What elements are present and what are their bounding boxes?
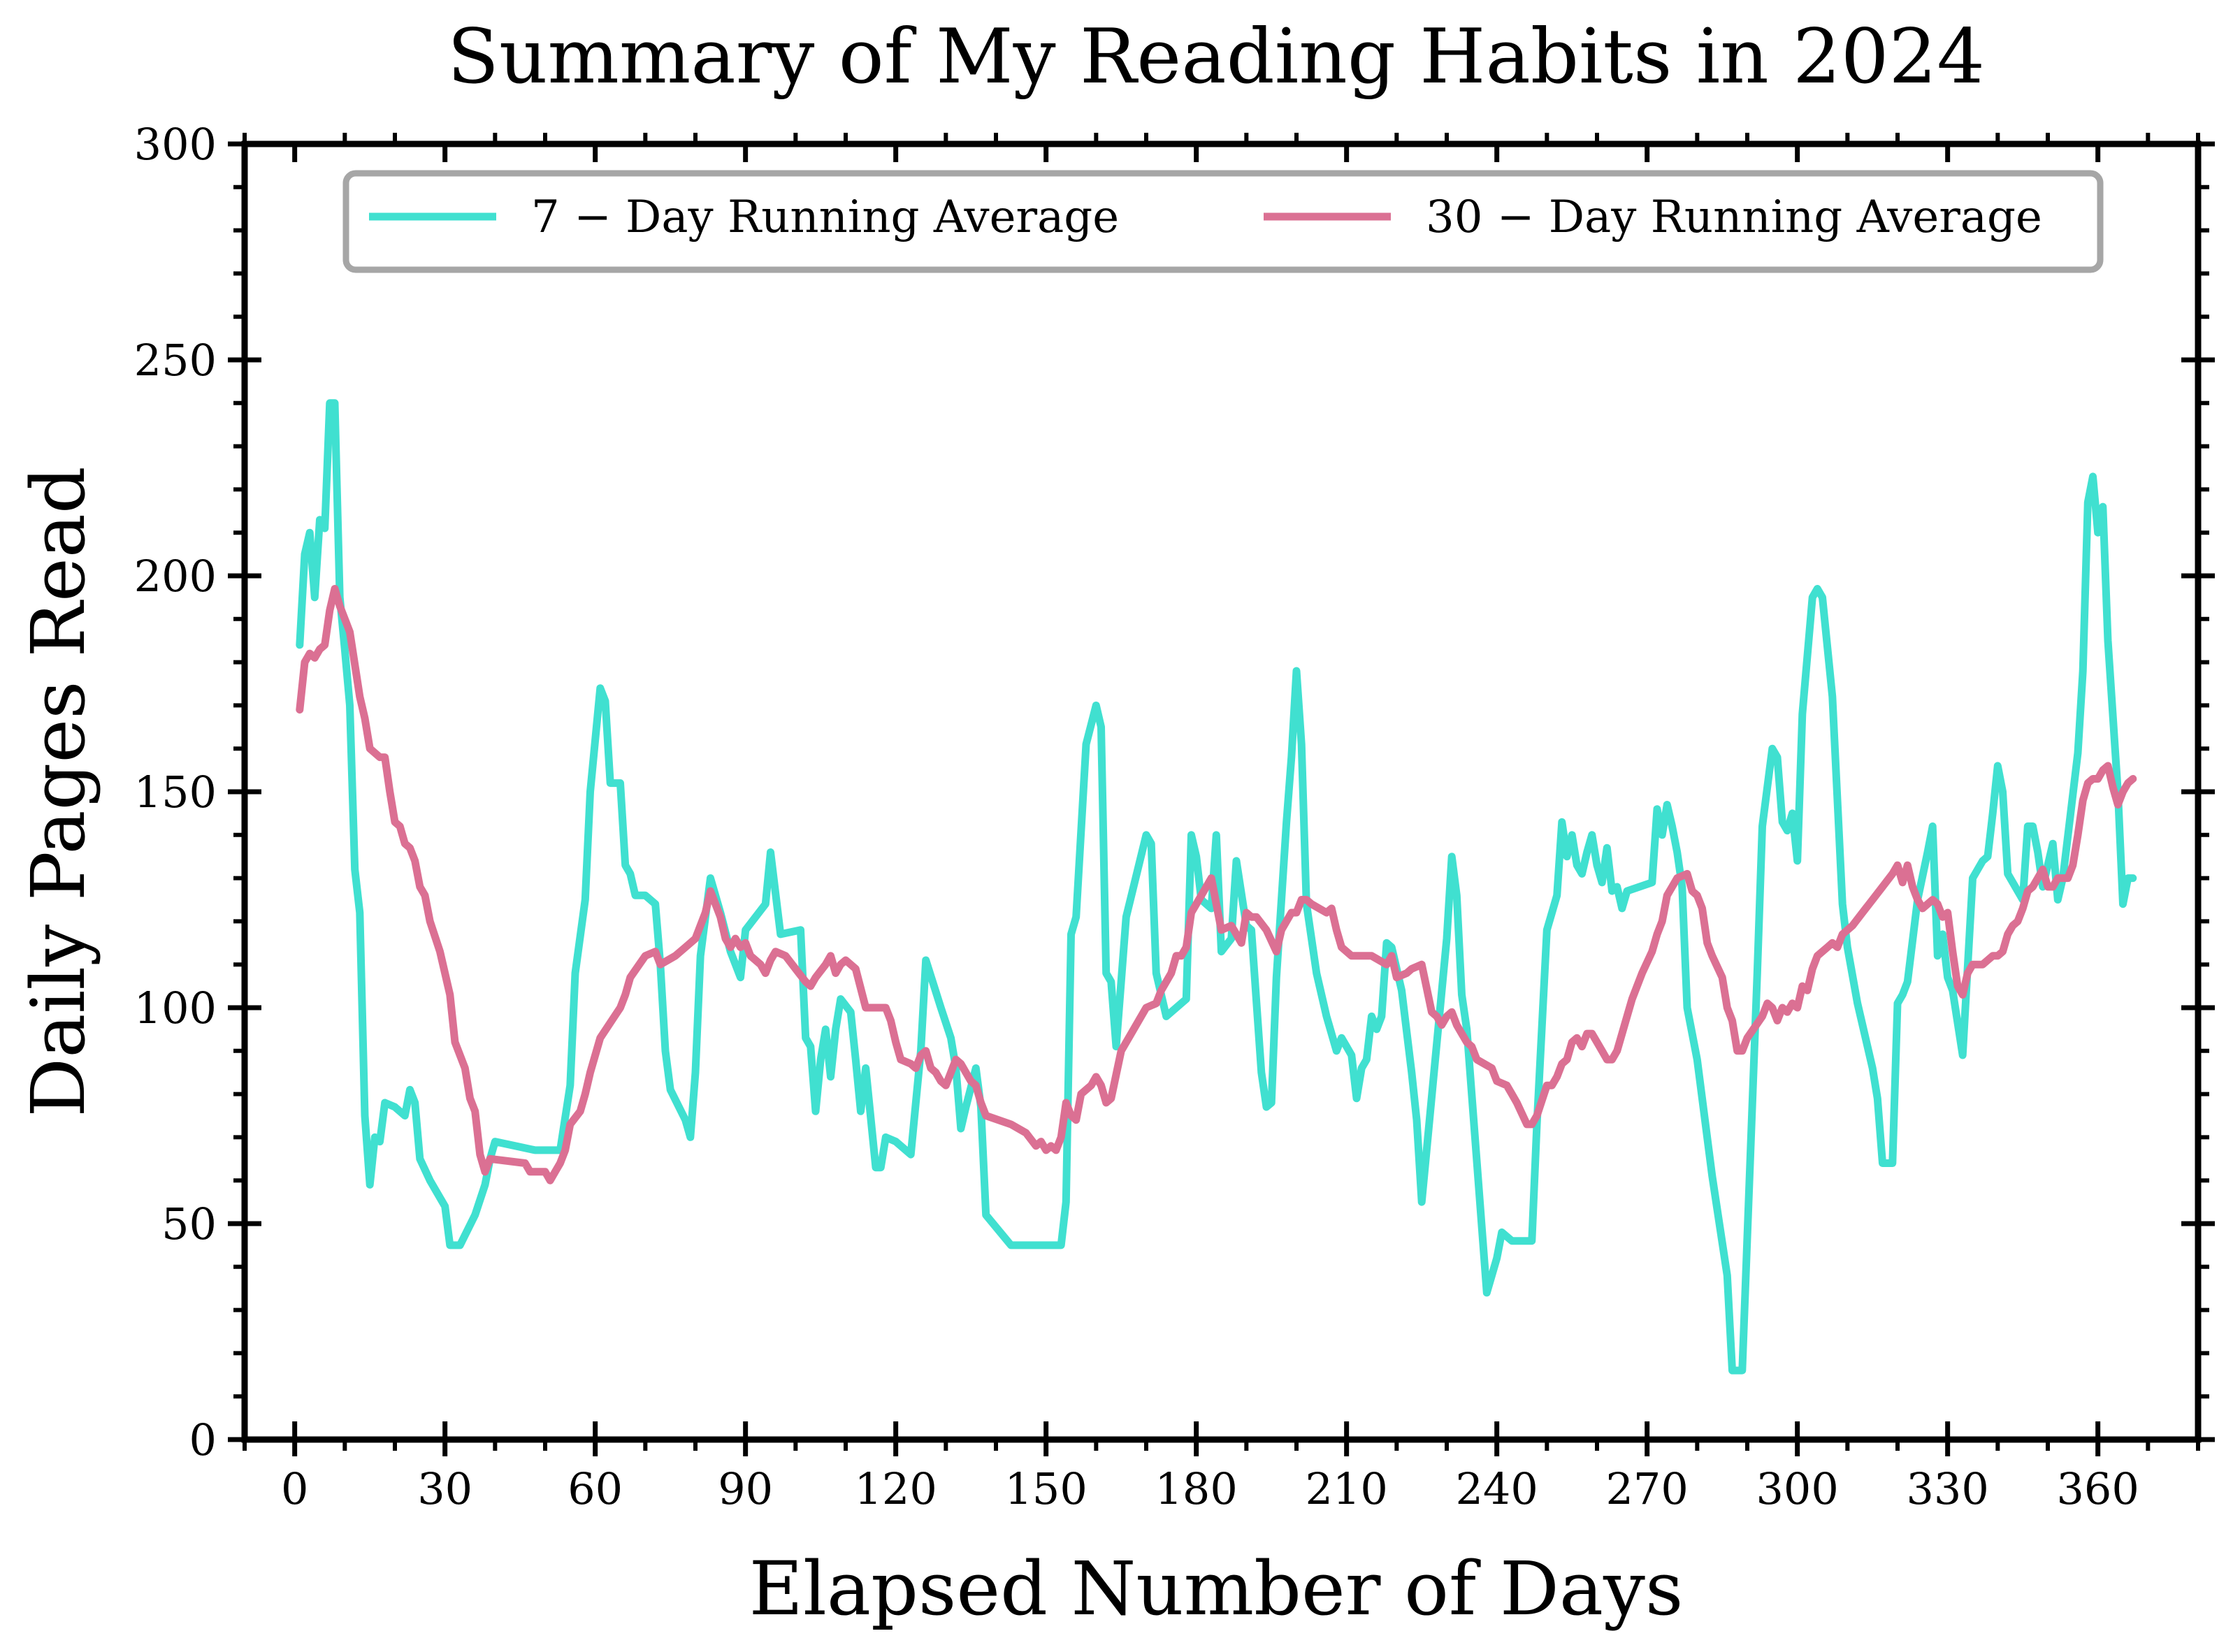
x-tick-label: 330 (1906, 1463, 1988, 1514)
y-axis-label: Daily Pages Read (15, 466, 101, 1117)
series-lines (296, 399, 2137, 1375)
x-tick-label: 150 (1004, 1463, 1087, 1514)
legend: 7 − Day Running Average 30 − Day Running… (342, 170, 2104, 273)
x-tick-label: 60 (568, 1463, 623, 1514)
legend-box (342, 170, 2104, 273)
y-tick-label: 50 (161, 1198, 217, 1249)
x-tick-label: 270 (1605, 1463, 1688, 1514)
y-tick-label: 100 (134, 983, 217, 1034)
x-axis-label: Elapsed Number of Days (749, 1546, 1684, 1632)
legend-label-30-day: 30 − Day Running Average (1426, 191, 2042, 243)
series-line-7-day (296, 399, 2137, 1375)
x-tick-label: 0 (281, 1463, 308, 1514)
plot-frame (241, 140, 2202, 1443)
x-tick-label: 210 (1305, 1463, 1387, 1514)
y-tick-label: 200 (134, 551, 217, 602)
y-tick-label: 250 (134, 335, 217, 386)
y-tick-label: 0 (189, 1414, 217, 1465)
x-tick-label: 240 (1455, 1463, 1538, 1514)
series-line-30-day (296, 585, 2137, 1184)
x-tick-label: 360 (2056, 1463, 2139, 1514)
tick-labels: 0 30 60 90 120 150 180 210 240 270 300 330 360 0 50 100… (134, 119, 2139, 1514)
x-tick-label: 120 (854, 1463, 937, 1514)
legend-label-7-day: 7 − Day Running Average (531, 191, 1119, 243)
x-tick-label: 90 (718, 1463, 773, 1514)
x-tick-label: 30 (417, 1463, 472, 1514)
x-tick-label: 300 (1756, 1463, 1838, 1514)
x-tick-label: 180 (1155, 1463, 1237, 1514)
y-tick-label: 300 (134, 119, 217, 170)
chart-title: Summary of My Reading Habits in 2024 (447, 13, 1985, 101)
y-tick-label: 150 (134, 767, 217, 818)
